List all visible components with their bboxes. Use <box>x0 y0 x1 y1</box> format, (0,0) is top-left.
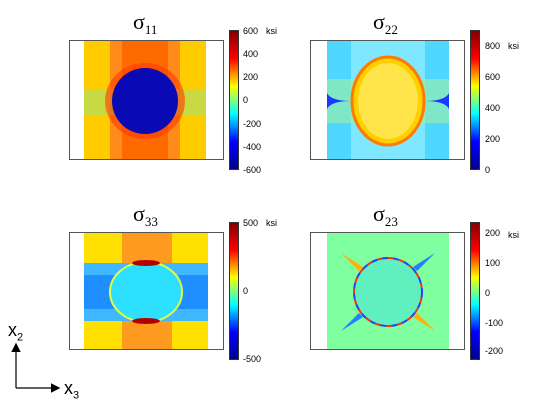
colorbar-s22-tick: 200 <box>485 134 501 144</box>
colorbar-s11-tick: 200 <box>243 72 259 82</box>
colorbar-s22 <box>470 30 480 170</box>
colorbar-s23-tick: 100 <box>485 258 501 268</box>
stress-map-s33-image <box>70 233 223 349</box>
stress-map-s33 <box>69 232 224 350</box>
colorbar-s11-unit: ksi <box>266 26 277 36</box>
colorbar-s22-tick: 600 <box>485 72 501 82</box>
colorbar-s11-tick: 400 <box>243 49 259 59</box>
stress-map-s22 <box>310 40 465 160</box>
colorbar-s22-unit: ksi <box>508 41 519 51</box>
colorbar-s23 <box>470 222 480 360</box>
panel-title-s22: σ22 <box>373 9 398 37</box>
colorbar-s23-tick: -200 <box>485 346 504 356</box>
panel-title-s33: σ33 <box>133 201 158 229</box>
colorbar-s23-tick: 0 <box>485 288 491 298</box>
stress-map-s11-image <box>70 41 223 159</box>
colorbar-s11-tick: 600 <box>243 26 259 36</box>
colorbar-s22-tick: 800 <box>485 41 501 51</box>
colorbar-s33-tick: 0 <box>243 286 249 296</box>
colorbar-s11-tick: -200 <box>243 119 262 129</box>
colorbar-s23-tick: 200 <box>485 228 501 238</box>
colorbar-s11-tick: -600 <box>243 165 262 175</box>
stress-map-s23 <box>310 232 465 350</box>
stress-map-s11 <box>69 40 224 160</box>
stress-map-s22-image <box>311 41 464 159</box>
colorbar-s11 <box>229 30 239 170</box>
colorbar-s33 <box>229 222 239 360</box>
colorbar-s22-tick: 400 <box>485 103 501 113</box>
panel-title-s11: σ11 <box>133 9 158 37</box>
colorbar-s33-unit: ksi <box>266 218 277 228</box>
x3-axis-label: x3 <box>64 378 80 402</box>
colorbar-s22-tick: 0 <box>485 165 491 175</box>
colorbar-s23-unit: ksi <box>508 230 519 240</box>
x2-axis-label: x2 <box>8 320 24 344</box>
stress-map-s23-image <box>311 233 464 349</box>
panel-title-s23: σ23 <box>373 201 398 229</box>
colorbar-s11-tick: 0 <box>243 95 249 105</box>
colorbar-s33-tick: -500 <box>243 354 262 364</box>
colorbar-s23-tick: -100 <box>485 318 504 328</box>
colorbar-s33-tick: 500 <box>243 218 259 228</box>
colorbar-s11-tick: -400 <box>243 142 262 152</box>
